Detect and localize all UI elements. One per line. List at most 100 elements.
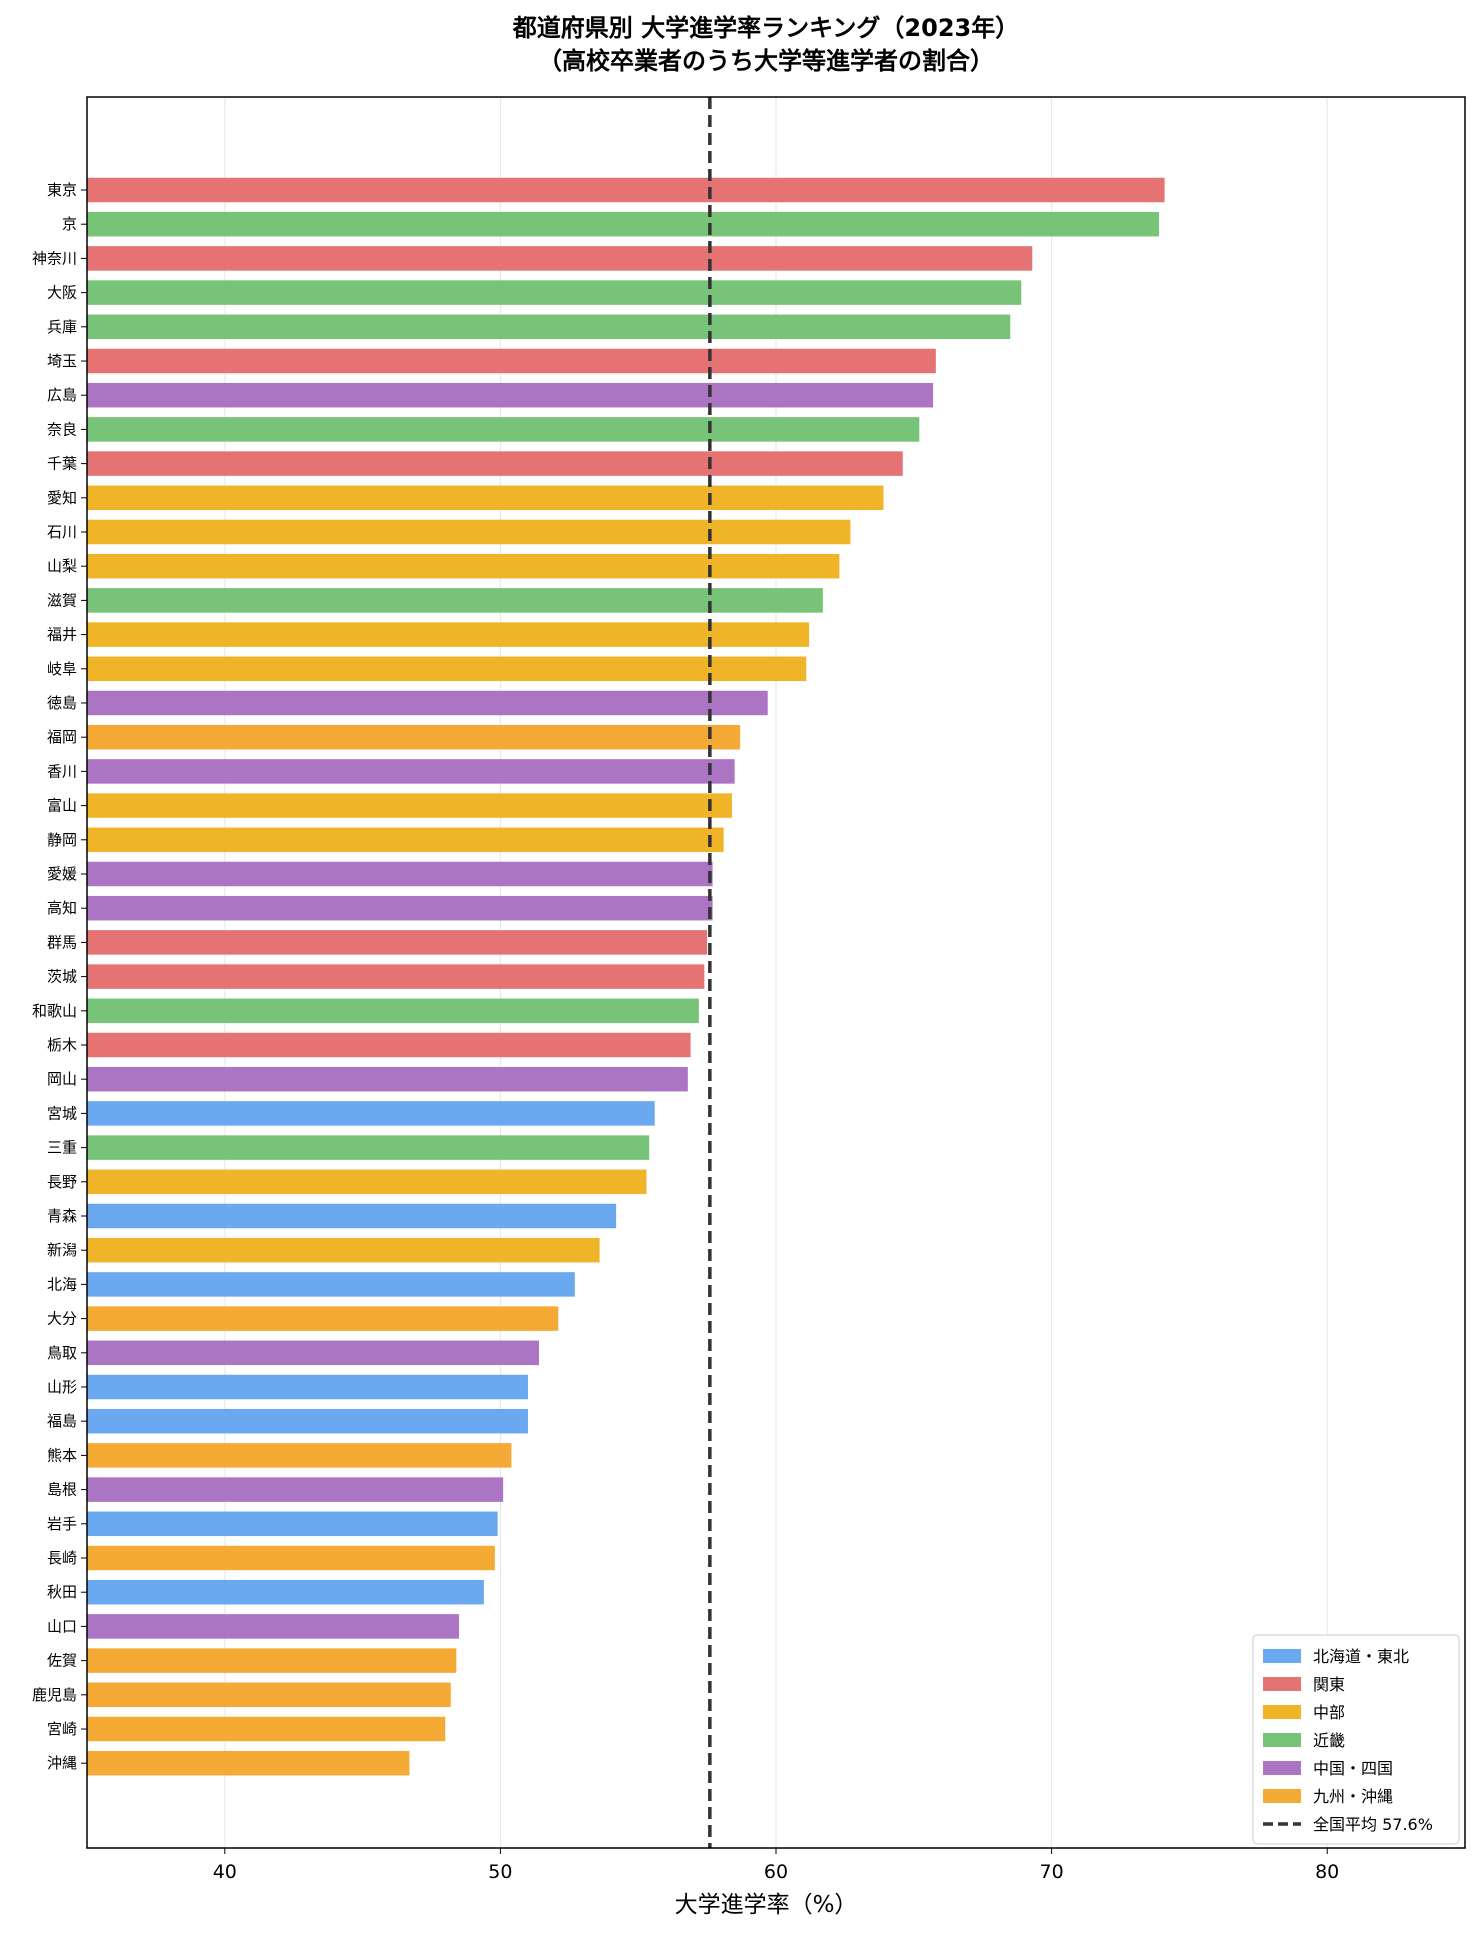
bar: [87, 964, 705, 989]
category-label: 福岡: [47, 728, 77, 746]
category-label: 岡山: [47, 1070, 77, 1088]
x-tick-label: 70: [1040, 1861, 1064, 1883]
category-label: 高知: [47, 899, 77, 917]
legend-entry: 近畿: [1313, 1731, 1345, 1750]
bar: [87, 1272, 575, 1297]
category-label: 宮城: [47, 1104, 77, 1122]
chart-subtitle: （高校卒業者のうち大学等進学者の割合）: [538, 47, 994, 75]
legend-entry: 中国・四国: [1313, 1759, 1393, 1778]
category-label: 広島: [47, 386, 77, 404]
bar: [87, 1169, 647, 1195]
bar: [87, 280, 1022, 305]
bar: [87, 1716, 446, 1742]
bar: [87, 451, 903, 476]
category-label: 兵庫: [47, 318, 77, 336]
category-label: 岩手: [47, 1515, 77, 1533]
category-label: 福島: [47, 1412, 77, 1430]
legend-box: [1252, 1634, 1460, 1845]
bar: [87, 895, 713, 921]
category-label: 岐阜: [47, 660, 77, 678]
bar: [87, 1032, 691, 1058]
category-axis: 東京京神奈川大阪兵庫埼玉広島奈良千葉愛知石川山梨滋賀福井岐阜徳島福岡香川富山静岡…: [32, 181, 87, 1772]
category-label: 埼玉: [47, 352, 77, 370]
bar: [87, 485, 884, 511]
category-label: 佐賀: [47, 1652, 77, 1670]
bar: [87, 656, 807, 682]
bar: [87, 930, 708, 955]
bar: [87, 622, 810, 647]
bar: [87, 1135, 650, 1160]
legend-entry: 北海道・東北: [1313, 1647, 1409, 1666]
category-label: 香川: [47, 762, 77, 780]
bar: [87, 519, 851, 545]
category-label: 鳥取: [47, 1344, 77, 1362]
category-label: 和歌山: [32, 1002, 77, 1020]
legend-entry: 中部: [1313, 1703, 1345, 1722]
category-label: 奈良: [47, 420, 77, 438]
category-label: 沖縄: [47, 1754, 77, 1772]
category-label: 三重: [47, 1139, 77, 1157]
bar: [87, 724, 741, 750]
category-label: 愛媛: [47, 865, 77, 883]
bar: [87, 1374, 528, 1400]
bar: [87, 1306, 559, 1331]
category-label: 宮崎: [47, 1720, 77, 1738]
value-axis: 40 50 60 70 80: [213, 1848, 1339, 1883]
bar: [87, 211, 1160, 237]
category-label: 栃木: [47, 1036, 77, 1054]
bar: [87, 1614, 460, 1639]
category-label: 福井: [47, 626, 77, 644]
category-label: 静岡: [47, 831, 77, 849]
x-tick-label: 80: [1315, 1861, 1339, 1883]
bar: [87, 861, 713, 887]
legend-swatch: [1263, 1705, 1301, 1719]
bar: [87, 759, 735, 784]
bar: [87, 1340, 539, 1366]
bar: [87, 382, 934, 408]
category-label: 長野: [47, 1173, 77, 1191]
x-tick-label: 50: [488, 1861, 512, 1883]
category-label: 群馬: [47, 933, 77, 951]
bars: [87, 177, 1165, 1776]
category-label: 島根: [47, 1481, 77, 1499]
bar: [87, 998, 699, 1024]
category-label: 東京: [47, 181, 77, 199]
category-label: 京: [62, 215, 77, 233]
bar: [87, 1408, 528, 1434]
bar: [87, 690, 768, 716]
bar: [87, 1066, 688, 1092]
category-label: 山口: [47, 1617, 77, 1635]
category-label: 鹿児島: [32, 1686, 77, 1704]
legend-swatch: [1263, 1761, 1301, 1775]
category-label: 北海: [47, 1275, 77, 1293]
bar: [87, 417, 920, 442]
x-axis-label: 大学進学率（%）: [675, 1892, 858, 1918]
bar: [87, 553, 840, 579]
category-label: 茨城: [47, 968, 77, 986]
category-label: 滋賀: [47, 591, 77, 609]
legend-swatch: [1263, 1649, 1301, 1663]
legend-swatch: [1263, 1733, 1301, 1747]
category-label: 徳島: [47, 694, 77, 712]
category-label: 大分: [47, 1310, 77, 1328]
legend-entry: 九州・沖縄: [1313, 1787, 1393, 1806]
bar: [87, 1682, 451, 1708]
bar: [87, 246, 1033, 271]
bar: [87, 827, 724, 853]
bar: [87, 1648, 457, 1673]
legend-swatch: [1263, 1677, 1301, 1691]
category-label: 神奈川: [32, 249, 77, 267]
bar: [87, 1579, 484, 1605]
x-tick-label: 60: [764, 1861, 788, 1883]
bar: [87, 1101, 655, 1126]
category-label: 山梨: [47, 557, 77, 575]
legend-swatch: [1263, 1789, 1301, 1803]
bar: [87, 1443, 512, 1468]
category-label: 長崎: [47, 1549, 77, 1567]
category-label: 青森: [47, 1207, 77, 1225]
category-label: 千葉: [47, 455, 77, 473]
bar: [87, 348, 936, 374]
bar: [87, 793, 732, 818]
